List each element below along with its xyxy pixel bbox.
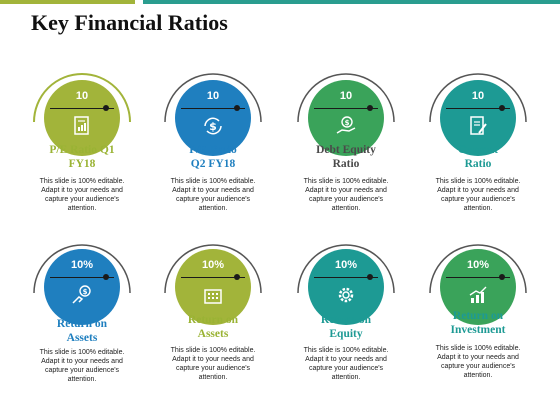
growth-chart-icon bbox=[469, 286, 487, 303]
gear-icon bbox=[338, 287, 354, 303]
calculator-icon bbox=[204, 289, 222, 304]
document-chart-icon bbox=[74, 116, 89, 135]
divider-line bbox=[314, 108, 378, 109]
ratio-label: Return on Investment bbox=[450, 310, 506, 336]
divider-dot bbox=[367, 105, 373, 111]
ratio-card-current: 10 Current Ratio This slide is 100% edita… bbox=[413, 70, 543, 240]
svg-text:$: $ bbox=[209, 120, 217, 133]
ratio-card-roi: 10% Return on Investment This slide is 10… bbox=[413, 241, 543, 411]
ratio-card-roa-2: 10% Return on Assets This slide is 100% e… bbox=[148, 241, 278, 411]
hand-money-icon: $ bbox=[336, 116, 356, 134]
ratio-circle: 10 bbox=[440, 80, 516, 156]
ratio-value: 10 bbox=[206, 90, 220, 102]
ratio-value: 10 bbox=[75, 90, 89, 102]
ratio-description: This slide is 100% editable. Adapt it to … bbox=[39, 178, 125, 212]
divider-dot bbox=[103, 274, 109, 280]
ratio-value: 10% bbox=[201, 259, 225, 271]
dollar-cycle-icon: $ bbox=[204, 117, 222, 135]
arc-decoration bbox=[297, 244, 395, 294]
divider-line bbox=[50, 108, 114, 109]
arc-decoration bbox=[429, 73, 527, 123]
document-edit-icon bbox=[470, 116, 487, 135]
slide-title: Key Financial Ratios bbox=[31, 10, 228, 35]
arc-decoration bbox=[33, 73, 131, 123]
ratio-label: Return on Assets bbox=[56, 318, 108, 344]
divider-dot bbox=[234, 105, 240, 111]
ratio-circle: 10 bbox=[44, 80, 120, 156]
ratio-label: P/E Ratio Q1 FY18 bbox=[49, 144, 115, 170]
arc-decoration bbox=[164, 244, 262, 294]
divider-dot bbox=[103, 105, 109, 111]
ratio-label: Current Ratio bbox=[457, 144, 499, 170]
ratio-value: 10 bbox=[339, 90, 353, 102]
ratio-description: This slide is 100% editable. Adapt it to … bbox=[435, 178, 521, 212]
top-accent-bar-right bbox=[143, 0, 560, 4]
divider-line bbox=[50, 277, 114, 278]
ratio-description: This slide is 100% editable. Adapt it to … bbox=[303, 347, 389, 381]
ratio-card-debt-equity: 10 $ Debt Equity Ratio This slide is 100%… bbox=[281, 70, 411, 240]
ratio-label: Return on Assets bbox=[187, 314, 239, 340]
ratio-label: Return on Equity bbox=[320, 314, 372, 340]
ratio-circle: 10 $ bbox=[308, 80, 384, 156]
hand-coin-icon: $ bbox=[72, 285, 91, 304]
arc-decoration bbox=[164, 73, 262, 123]
divider-line bbox=[446, 277, 510, 278]
divider-dot bbox=[367, 274, 373, 280]
ratio-circle: 10% $ bbox=[44, 249, 120, 325]
ratio-label: P/E Ratio Q2 FY18 bbox=[189, 144, 237, 170]
divider-line bbox=[446, 108, 510, 109]
ratio-label: Debt Equity Ratio bbox=[316, 144, 376, 170]
ratio-circle: 10% bbox=[440, 249, 516, 325]
divider-dot bbox=[234, 274, 240, 280]
ratio-value: 10 bbox=[471, 90, 485, 102]
arc-decoration bbox=[429, 244, 527, 294]
ratio-description: This slide is 100% editable. Adapt it to … bbox=[170, 347, 256, 381]
divider-line bbox=[181, 277, 245, 278]
ratio-value: 10% bbox=[70, 259, 94, 271]
ratio-value: 10% bbox=[466, 259, 490, 271]
divider-dot bbox=[499, 274, 505, 280]
ratio-description: This slide is 100% editable. Adapt it to … bbox=[303, 178, 389, 212]
ratio-description: This slide is 100% editable. Adapt it to … bbox=[435, 345, 521, 379]
ratio-card-pe-q1: 10 P/E Ratio Q1 FY18 This slide is 100% … bbox=[17, 70, 147, 240]
svg-text:$: $ bbox=[83, 288, 88, 296]
top-accent-bar-left bbox=[0, 0, 135, 4]
ratio-circle: 10% bbox=[175, 249, 251, 325]
ratio-circle: 10 $ bbox=[175, 80, 251, 156]
ratio-circle: 10% bbox=[308, 249, 384, 325]
svg-text:$: $ bbox=[345, 119, 350, 127]
arc-decoration bbox=[297, 73, 395, 123]
divider-line bbox=[181, 108, 245, 109]
divider-line bbox=[314, 277, 378, 278]
ratio-card-pe-q2: 10 $ P/E Ratio Q2 FY18 This slide is 100%… bbox=[148, 70, 278, 240]
ratio-card-roe: 10% Return on Equity This slide is 100% e… bbox=[281, 241, 411, 411]
ratio-value: 10% bbox=[334, 259, 358, 271]
divider-dot bbox=[499, 105, 505, 111]
ratio-description: This slide is 100% editable. Adapt it to … bbox=[170, 178, 256, 212]
ratio-card-roa-1: 10% $ Return on Assets This slide is 100%… bbox=[17, 241, 147, 411]
arc-decoration bbox=[33, 244, 131, 294]
ratio-description: This slide is 100% editable. Adapt it to … bbox=[39, 349, 125, 383]
